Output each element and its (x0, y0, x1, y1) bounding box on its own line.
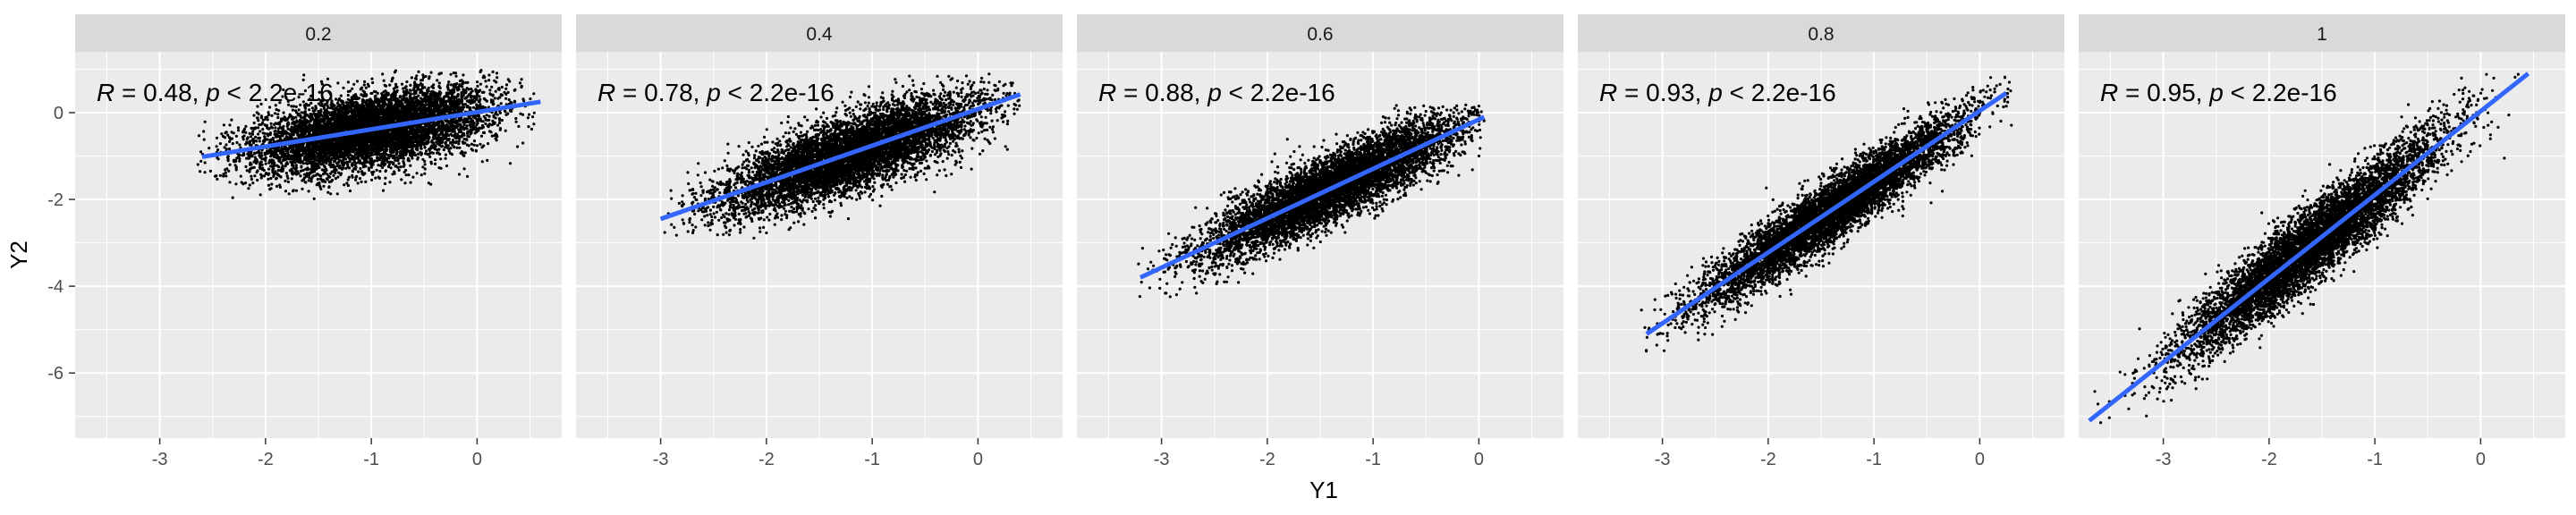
annotation-r-value: = 0.93, (1617, 79, 1708, 106)
facet-panel-1: 1 R = 0.95, p < 2.2e-16 -3 -2 -1 0 (2079, 14, 2565, 469)
scatter-points (1137, 103, 1486, 299)
facet-panels: 0.2R = 0.48, p < 2.2e-16-3 -2 -1 0-6-4-200.… (47, 14, 2565, 469)
annotation-p-label: p (205, 79, 220, 106)
facet-strip-label: 1 (2317, 24, 2327, 45)
facet-panel-0.8: 0.8 R = 0.93, p < 2.2e-16 -3 -2 -1 0 (1578, 14, 2064, 469)
scatter-points (196, 69, 536, 200)
x-tick-label: -3 (1655, 450, 1671, 469)
annotation-p-value: < 2.2e-16 (2224, 79, 2337, 106)
annotation-p-label: p (2208, 79, 2224, 106)
regression-line (659, 92, 1021, 222)
regression-line (2088, 72, 2530, 423)
correlation-annotation: R = 0.95, p < 2.2e-16 (2100, 79, 2337, 106)
x-axis-title: Y1 (1309, 477, 1338, 503)
annotation-r-label: R (2100, 79, 2118, 106)
y-tick-label: -2 (47, 190, 64, 210)
x-tick-label: -2 (258, 450, 274, 469)
y-tick-label: 0 (54, 104, 64, 123)
annotation-r-value: = 0.78, (615, 79, 707, 106)
annotation-p-value: < 2.2e-16 (220, 79, 334, 106)
x-tick-label: -3 (653, 450, 669, 469)
x-tick-label: 0 (1975, 450, 1985, 469)
annotation-p-label: p (706, 79, 721, 106)
facet-strip-label: 0.2 (305, 24, 331, 45)
annotation-r-label: R (597, 79, 615, 106)
annotation-p-label: p (1707, 79, 1723, 106)
annotation-r-value: = 0.95, (2118, 79, 2209, 106)
x-tick-label: -2 (758, 450, 775, 469)
regression-line (1645, 91, 2008, 336)
facet-strip-label: 0.4 (806, 24, 833, 45)
x-tick-label: -1 (1365, 450, 1381, 469)
y-tick-label: -4 (47, 277, 64, 297)
facet-panel-0.6: 0.6 R = 0.88, p < 2.2e-16 -3 -2 -1 0 (1077, 14, 1563, 469)
x-tick-label: -2 (1760, 450, 1776, 469)
annotation-p-label: p (1207, 79, 1222, 106)
facet-strip (75, 14, 562, 52)
correlation-annotation: R = 0.88, p < 2.2e-16 (1098, 79, 1335, 106)
x-tick-label: 0 (2476, 450, 2486, 469)
annotation-r-value: = 0.48, (114, 79, 206, 106)
facet-strip (1578, 14, 2064, 52)
annotation-p-value: < 2.2e-16 (721, 79, 835, 106)
x-tick-label: -2 (1259, 450, 1275, 469)
x-tick-label: -3 (1154, 450, 1170, 469)
y-tick-label: -6 (47, 364, 64, 384)
x-tick-label: 0 (472, 450, 482, 469)
facet-panel-0.2: 0.2 R = 0.48, p < 2.2e-16 -3 -2 -1 0 -6 -4 -2 0 (47, 14, 562, 469)
annotation-r-label: R (1599, 79, 1617, 106)
annotation-r-label: R (1098, 79, 1116, 106)
annotation-r-value: = 0.88, (1116, 79, 1208, 106)
facet-panel-0.4: 0.4 R = 0.78, p < 2.2e-16 -3 -2 -1 0 (576, 14, 1063, 469)
regression-line (201, 99, 541, 159)
gridlines (2079, 52, 2565, 438)
x-tick-label: -2 (2261, 450, 2277, 469)
x-tick-label: -1 (2367, 450, 2383, 469)
x-tick-label: 0 (973, 450, 983, 469)
correlation-annotation: R = 0.93, p < 2.2e-16 (1599, 79, 1836, 106)
annotation-r-label: R (97, 79, 114, 106)
facet-strip-label: 0.8 (1808, 24, 1834, 45)
annotation-p-value: < 2.2e-16 (1222, 79, 1335, 106)
annotation-p-value: < 2.2e-16 (1723, 79, 1836, 106)
x-tick-label: -3 (2156, 450, 2172, 469)
gridlines (75, 52, 562, 438)
facet-strip (2079, 14, 2565, 52)
x-tick-label: 0 (1474, 450, 1484, 469)
x-tick-label: -3 (152, 450, 168, 469)
correlation-annotation: R = 0.78, p < 2.2e-16 (597, 79, 835, 106)
facet-strip (576, 14, 1063, 52)
correlation-annotation: R = 0.48, p < 2.2e-16 (97, 79, 334, 106)
regression-line (1139, 114, 1486, 280)
facet-strip (1077, 14, 1563, 52)
facet-strip-label: 0.6 (1307, 24, 1333, 45)
x-tick-label: -1 (864, 450, 880, 469)
x-tick-label: -1 (1866, 450, 1882, 469)
y-axis-title: Y2 (5, 241, 32, 269)
x-tick-label: -1 (363, 450, 379, 469)
